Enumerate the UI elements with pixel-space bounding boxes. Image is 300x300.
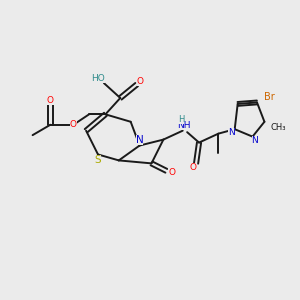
- Text: O: O: [70, 120, 76, 129]
- Text: CH₃: CH₃: [270, 123, 286, 132]
- Text: N: N: [136, 136, 143, 146]
- Text: N: N: [251, 136, 258, 145]
- Text: NH: NH: [177, 121, 190, 130]
- Text: S: S: [94, 154, 101, 164]
- Text: O: O: [168, 168, 175, 177]
- Text: Br: Br: [264, 92, 275, 102]
- Text: H: H: [178, 115, 184, 124]
- Text: O: O: [137, 77, 144, 86]
- Text: O: O: [190, 163, 196, 172]
- Text: O: O: [47, 96, 54, 105]
- Text: N: N: [228, 128, 235, 137]
- Text: HO: HO: [91, 74, 105, 83]
